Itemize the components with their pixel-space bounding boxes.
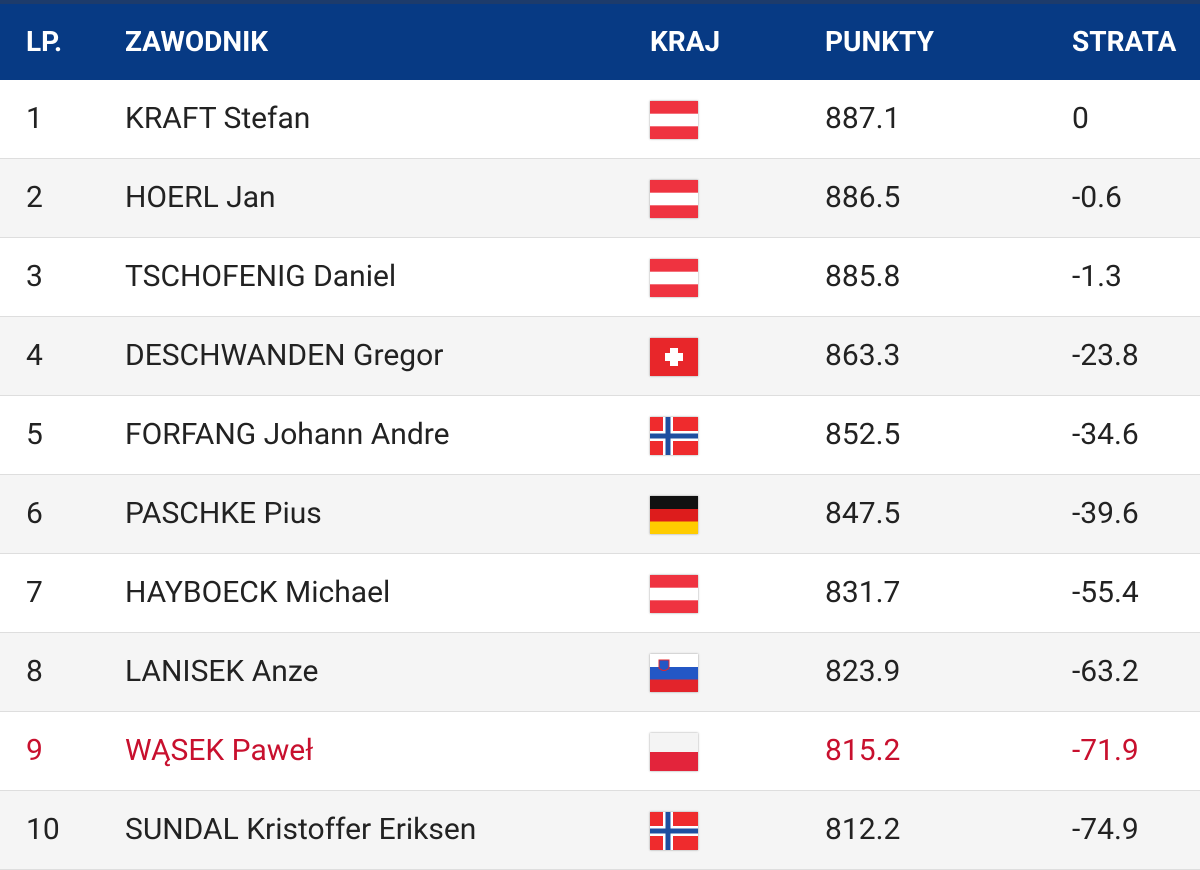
rank: 7 — [26, 575, 43, 610]
table-row: 2 HOERL Jan 886.5 -0.6 — [0, 159, 1200, 238]
athlete-name: DESCHWANDEN Gregor — [125, 338, 444, 373]
header-cell: ZAWODNIK — [125, 25, 269, 58]
header-cell: LP. — [26, 25, 63, 58]
gap: -71.9 — [1072, 733, 1139, 768]
points: 887.1 — [825, 101, 901, 136]
country-flag — [650, 654, 698, 692]
points: 847.5 — [825, 496, 901, 531]
table-row: 10 SUNDAL Kristoffer Eriksen 812.2 -74.9 — [0, 791, 1200, 870]
gap: -63.2 — [1072, 654, 1139, 689]
athlete-name: FORFANG Johann Andre — [125, 417, 450, 452]
table-row: 1 KRAFT Stefan 887.1 0 — [0, 80, 1200, 159]
table-row: 4 DESCHWANDEN Gregor 863.3 -23.8 — [0, 317, 1200, 396]
country-flag — [650, 417, 698, 455]
rank: 1 — [26, 101, 43, 136]
rank: 4 — [26, 338, 43, 373]
country-flag — [650, 812, 698, 850]
country-flag — [650, 575, 698, 613]
athlete-name: PASCHKE Pius — [125, 496, 322, 531]
athlete-name: LANISEK Anze — [125, 654, 319, 689]
athlete-name: HAYBOECK Michael — [125, 575, 391, 610]
table-row: 8 LANISEK Anze 823.9 -63.2 — [0, 633, 1200, 712]
gap: -0.6 — [1072, 180, 1122, 215]
header-cell: KRAJ — [650, 25, 721, 58]
athlete-name: WĄSEK Paweł — [125, 733, 314, 768]
gap: -1.3 — [1072, 259, 1122, 294]
table-row: 7 HAYBOECK Michael 831.7 -55.4 — [0, 554, 1200, 633]
athlete-name: HOERL Jan — [125, 180, 276, 215]
rank: 2 — [26, 180, 43, 215]
points: 852.5 — [825, 417, 901, 452]
header-cell: STRATA — [1072, 25, 1177, 58]
rank: 3 — [26, 259, 43, 294]
gap: 0 — [1072, 101, 1089, 136]
points: 823.9 — [825, 654, 901, 689]
rank: 6 — [26, 496, 43, 531]
rank: 9 — [26, 733, 43, 768]
points: 815.2 — [825, 733, 901, 768]
country-flag — [650, 338, 698, 376]
table-row: 9 WĄSEK Paweł 815.2 -71.9 — [0, 712, 1200, 791]
athlete-name: TSCHOFENIG Daniel — [125, 259, 397, 294]
gap: -34.6 — [1072, 417, 1139, 452]
gap: -55.4 — [1072, 575, 1139, 610]
rank: 5 — [26, 417, 43, 452]
gap: -39.6 — [1072, 496, 1139, 531]
gap: -23.8 — [1072, 338, 1139, 373]
rank: 8 — [26, 654, 43, 689]
country-flag — [650, 180, 698, 218]
rank: 10 — [26, 812, 60, 847]
points: 886.5 — [825, 180, 901, 215]
table-row: 3 TSCHOFENIG Daniel 885.8 -1.3 — [0, 238, 1200, 317]
points: 863.3 — [825, 338, 901, 373]
athlete-name: SUNDAL Kristoffer Eriksen — [125, 812, 477, 847]
table-row: 5 FORFANG Johann Andre 852.5 -34.6 — [0, 396, 1200, 475]
country-flag — [650, 259, 698, 297]
country-flag — [650, 101, 698, 139]
athlete-name: KRAFT Stefan — [125, 101, 311, 136]
header-cell: PUNKTY — [825, 25, 934, 58]
country-flag — [650, 496, 698, 534]
points: 812.2 — [825, 812, 901, 847]
points: 831.7 — [825, 575, 901, 610]
table-header: LP. ZAWODNIK KRAJ PUNKTY STRATA — [0, 0, 1200, 80]
country-flag — [650, 733, 698, 771]
points: 885.8 — [825, 259, 901, 294]
gap: -74.9 — [1072, 812, 1139, 847]
table-row: 6 PASCHKE Pius 847.5 -39.6 — [0, 475, 1200, 554]
